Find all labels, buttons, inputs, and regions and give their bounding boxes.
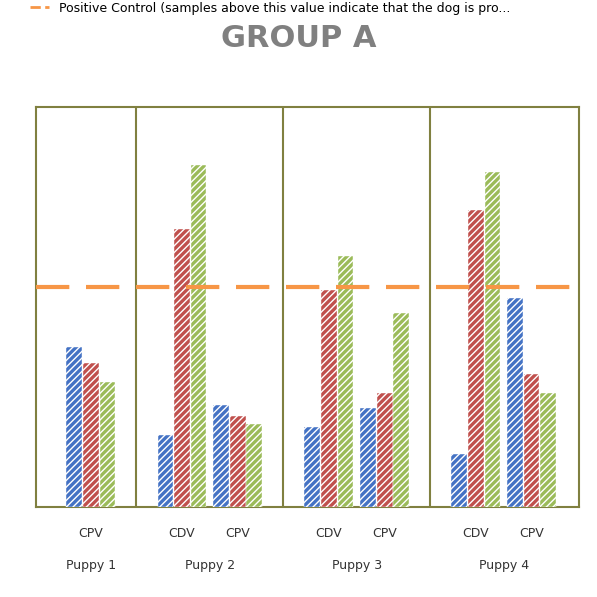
Text: CPV: CPV xyxy=(78,528,103,540)
Text: CDV: CDV xyxy=(169,528,195,540)
Text: CDV: CDV xyxy=(316,528,342,540)
Text: Puppy 1: Puppy 1 xyxy=(66,559,116,573)
Text: Puppy 4: Puppy 4 xyxy=(479,559,529,573)
Bar xyxy=(338,256,353,507)
Bar xyxy=(540,393,556,507)
Bar xyxy=(230,416,245,507)
Bar xyxy=(304,427,320,507)
Bar xyxy=(66,347,82,507)
Text: Puppy 3: Puppy 3 xyxy=(332,559,382,573)
Legend: 6,3 weeks old (before vaccination), 9,3 weeks old (average days at 1st vaccinati: 6,3 weeks old (before vaccination), 9,3 … xyxy=(25,0,515,20)
Bar xyxy=(507,298,523,507)
Bar xyxy=(524,374,540,507)
Bar xyxy=(190,165,207,507)
Bar xyxy=(213,405,229,507)
Text: CPV: CPV xyxy=(373,528,397,540)
Bar xyxy=(83,363,99,507)
Text: CDV: CDV xyxy=(463,528,489,540)
Bar xyxy=(393,313,409,507)
Bar xyxy=(485,172,500,507)
Bar xyxy=(174,229,190,507)
Bar xyxy=(247,424,262,507)
Bar xyxy=(451,454,467,507)
Bar xyxy=(468,210,484,507)
Text: Puppy 2: Puppy 2 xyxy=(185,559,235,573)
Text: CPV: CPV xyxy=(519,528,544,540)
Bar xyxy=(100,381,115,507)
Bar xyxy=(360,408,376,507)
Bar xyxy=(321,290,337,507)
Bar xyxy=(377,393,393,507)
Text: GROUP A: GROUP A xyxy=(221,24,376,53)
Text: CPV: CPV xyxy=(226,528,250,540)
Bar xyxy=(158,435,173,507)
